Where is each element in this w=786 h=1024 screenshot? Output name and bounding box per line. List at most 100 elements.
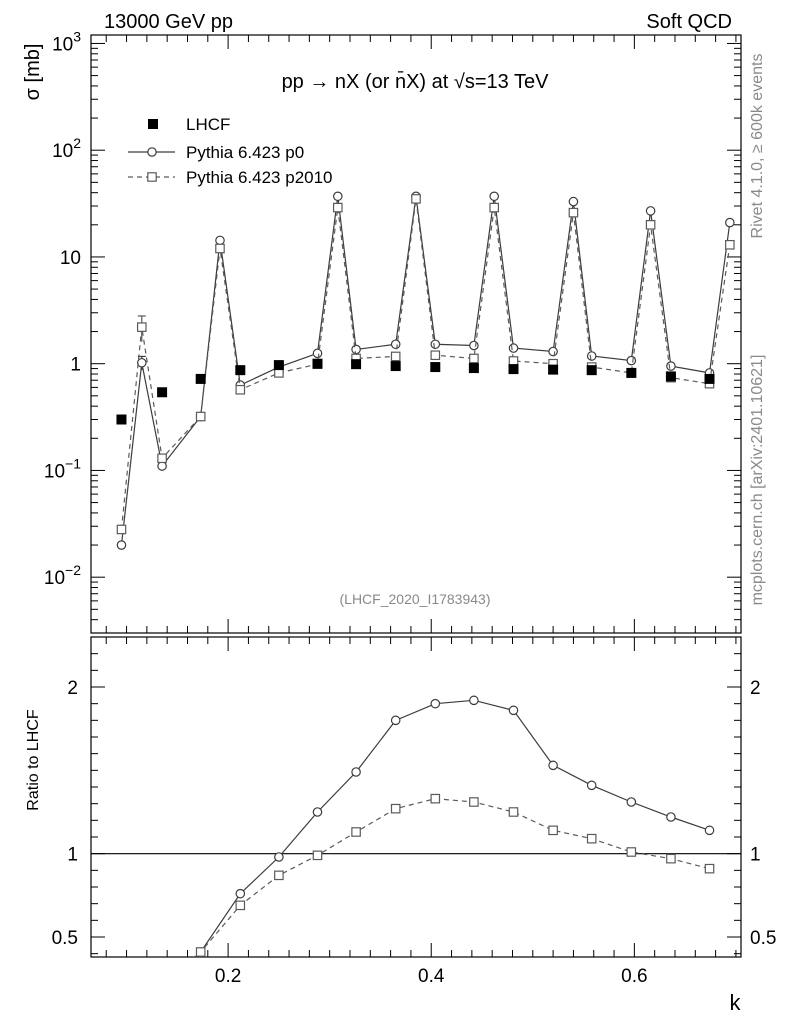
ratio-plot-frame: 0.2 0.4 0.6 2 2 1 1 0.5 0.5 xyxy=(52,636,776,987)
x-tick-label: 0.2 xyxy=(215,966,241,987)
series-point-0 xyxy=(116,540,127,550)
series-point-1 xyxy=(116,524,127,535)
series-point-1 xyxy=(489,202,500,213)
legend-marker-lhcf xyxy=(148,119,158,129)
legend-label-2: Pythia 6.423 p2010 xyxy=(186,168,333,187)
lhcf-data-point xyxy=(195,373,206,384)
ratio-tick-label-right: 1 xyxy=(750,845,761,866)
series-point-1 xyxy=(195,411,206,422)
ratio-point-1 xyxy=(390,803,401,814)
series-point-0 xyxy=(725,217,735,228)
ratio-point-1 xyxy=(626,847,637,857)
legend-label-1: Pythia 6.423 p0 xyxy=(186,143,304,162)
series-point-1 xyxy=(136,322,147,332)
series-point-0 xyxy=(469,340,479,351)
y-axis-label: σ [mb] xyxy=(22,44,44,101)
series-point-1 xyxy=(430,350,441,361)
ratio-point-0 xyxy=(666,812,676,822)
lhcf-data-point xyxy=(586,365,597,376)
ratio-point-1 xyxy=(430,793,441,804)
series-point-0 xyxy=(215,235,225,246)
lhcf-data-point xyxy=(626,367,637,378)
series-point-0 xyxy=(548,346,558,357)
ratio-point-0 xyxy=(235,888,246,899)
series-point-0 xyxy=(312,348,323,359)
series-point-1 xyxy=(725,239,735,250)
x-axis-label: k xyxy=(730,990,742,1015)
lhcf-data-point xyxy=(390,361,401,372)
ratio-y-axis-label: Ratio to LHCF xyxy=(25,709,42,811)
ratio-point-1 xyxy=(312,850,323,861)
ratio-point-0 xyxy=(312,807,323,817)
legend-marker-2 xyxy=(147,172,157,182)
series-point-1 xyxy=(235,384,246,395)
ratio-point-1 xyxy=(158,976,166,984)
ratio-point-1 xyxy=(195,947,206,957)
ratio-tick-label: 1 xyxy=(67,845,78,866)
series-point-1 xyxy=(568,207,579,218)
series-point-0 xyxy=(626,355,637,366)
y-tick-label: 103 xyxy=(52,28,81,55)
ratio-tick-label-right: 0.5 xyxy=(750,928,776,949)
ratio-point-0 xyxy=(274,852,284,862)
x-tick-label: 0.4 xyxy=(418,966,445,987)
series-point-0 xyxy=(489,191,500,202)
series-point-0 xyxy=(568,196,579,207)
main-plot-border xyxy=(90,34,742,634)
series-point-1 xyxy=(215,243,225,254)
lhcf-data-point xyxy=(351,359,362,370)
ratio-point-0 xyxy=(586,780,597,791)
ratio-point-1 xyxy=(235,900,246,911)
ratio-point-1 xyxy=(274,870,284,881)
series-point-0 xyxy=(332,191,343,202)
legend-label-lhcf: LHCF xyxy=(186,115,230,134)
series-point-1 xyxy=(508,356,519,366)
series-point-0 xyxy=(136,357,147,368)
lhcf-data-point xyxy=(235,365,246,376)
plot-title: pp → nX (or n̄X) at √s=13 TeV xyxy=(282,70,550,93)
lhcf-data-point xyxy=(548,364,559,375)
series-point-0 xyxy=(157,461,167,471)
series-point-1 xyxy=(332,202,343,213)
ratio-point-0 xyxy=(158,983,166,991)
series-point-1 xyxy=(645,220,656,230)
header-beam-label: 13000 GeV pp xyxy=(104,11,233,33)
lhcf-data-point xyxy=(157,387,168,398)
series-point-1 xyxy=(469,353,479,364)
series-point-0 xyxy=(430,339,441,350)
series-point-0 xyxy=(351,344,361,355)
ratio-point-0 xyxy=(469,695,479,706)
series-point-0 xyxy=(645,206,656,216)
legend: LHCF Pythia 6.423 p0 Pythia 6.423 p2010 xyxy=(128,115,333,187)
ratio-series-group xyxy=(158,695,715,991)
ratio-point-0 xyxy=(508,705,519,716)
ratio-point-1 xyxy=(351,827,361,837)
series-point-0 xyxy=(390,339,401,350)
ratio-point-0 xyxy=(548,760,558,771)
series-line-0 xyxy=(120,196,731,546)
ratio-line-0 xyxy=(194,699,710,957)
lhcf-data-point xyxy=(430,362,441,373)
lhcf-data-point xyxy=(704,373,715,384)
series-point-0 xyxy=(666,361,676,371)
series-layer xyxy=(116,191,735,991)
legend-marker-1 xyxy=(147,147,157,157)
series-line-1 xyxy=(120,198,731,530)
series-point-1 xyxy=(411,194,421,204)
ratio-tick-label: 2 xyxy=(67,678,78,699)
ratio-point-0 xyxy=(430,698,441,709)
series-point-1 xyxy=(157,453,167,464)
ratio-point-1 xyxy=(704,863,715,874)
ratio-plot-border xyxy=(90,636,742,958)
ratio-tick-label: 0.5 xyxy=(52,928,78,949)
ratio-point-0 xyxy=(626,797,637,807)
y-tick-label: 10−2 xyxy=(44,562,81,589)
series-point-0 xyxy=(508,343,519,353)
lhcf-data-point xyxy=(468,363,479,374)
ratio-point-1 xyxy=(666,853,676,864)
main-series-group xyxy=(116,191,735,550)
ratio-tick-label-right: 2 xyxy=(750,678,761,699)
y-tick-label: 10 xyxy=(60,248,81,269)
